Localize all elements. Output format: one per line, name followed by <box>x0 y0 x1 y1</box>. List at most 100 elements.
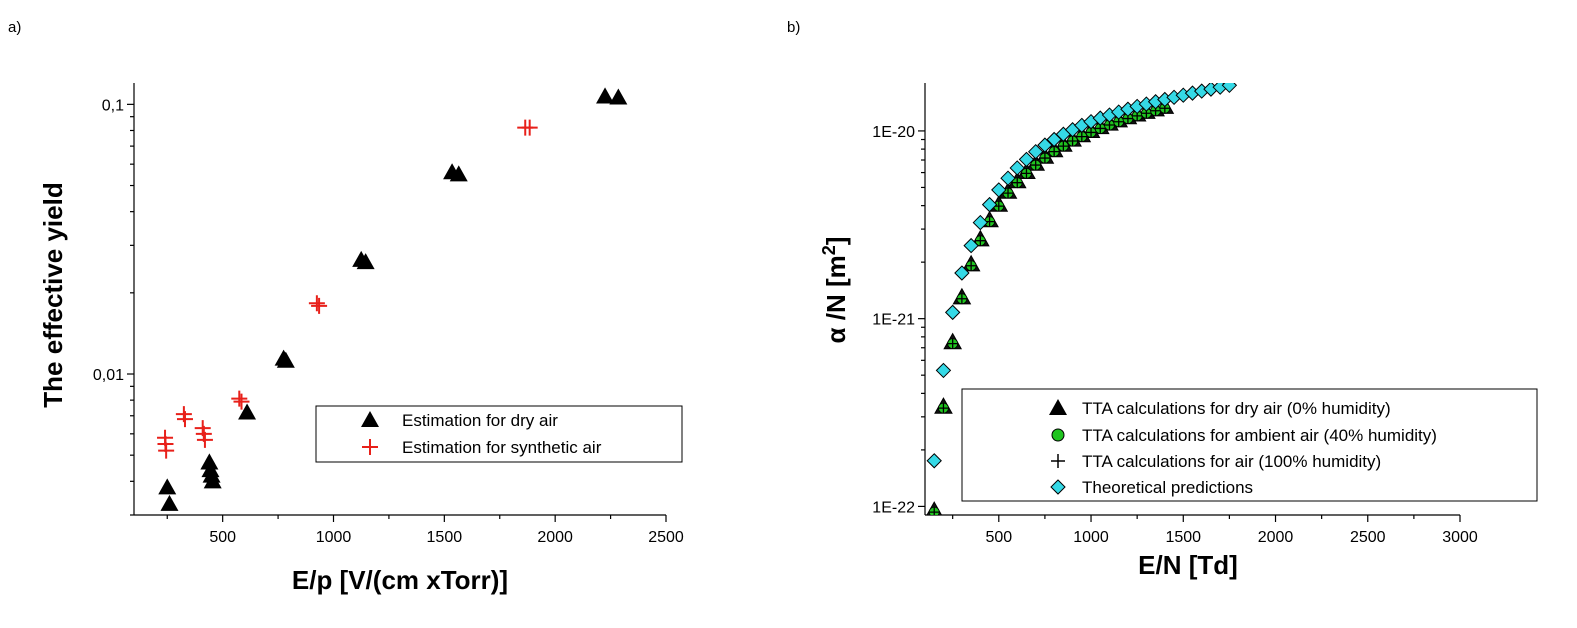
chart-a-legend-box <box>315 405 683 463</box>
chart-b-x-tick-label: 1000 <box>1073 529 1109 546</box>
chart-a-y-tick-label: 0,1 <box>102 97 124 114</box>
chart-a-x-tick-label: 1000 <box>316 529 352 546</box>
chart-b-x-axis-title: E/N [Td] <box>1138 550 1238 580</box>
legend-marker-diamond <box>1050 479 1066 495</box>
chart-b-point <box>1049 146 1060 157</box>
legend-marker-plus <box>362 439 378 455</box>
chart-a-point <box>276 351 295 368</box>
legend-symbol-theoretical <box>1050 479 1066 495</box>
chart-b-point <box>981 196 998 213</box>
legend-symbol-ambient-air-tta <box>1051 428 1065 442</box>
chart-a-point <box>449 165 468 182</box>
chart-b-point <box>1009 160 1025 176</box>
chart-b-point <box>963 237 979 254</box>
chart-a: a) 500 1000 1500 2000 2500 0,01 0,1 E/p [V/(cm… <box>8 19 684 595</box>
chart-b-point <box>926 453 942 469</box>
chart-b-y-tick-label: 1E-22 <box>872 499 915 516</box>
chart-b-point <box>954 265 970 281</box>
chart-b-y-axis-title-end: ] <box>821 237 851 246</box>
chart-b-series-3 <box>926 83 1238 469</box>
chart-a-x-axis-title: E/p [V/(cm xTorr)] <box>292 565 508 595</box>
chart-a-legend: Estimation for dry air Estimation for sy… <box>315 405 683 463</box>
chart-b-point <box>972 214 989 231</box>
chart-b-point <box>1039 153 1050 164</box>
legend-symbol-synthetic-air <box>362 439 378 455</box>
chart-a-y-axis-title: The effective yield <box>38 182 68 407</box>
chart-a-series-1 <box>157 119 538 459</box>
chart-a-point <box>609 88 628 105</box>
chart-a-x-tick-label: 500 <box>209 529 236 546</box>
chart-b-point <box>966 260 977 271</box>
chart-a-point <box>196 431 213 448</box>
legend-label-theoretical: Theoretical predictions <box>1082 478 1253 497</box>
legend-label-humid-air-tta: TTA calculations for air (100% humidity) <box>1082 452 1381 471</box>
chart-b-point <box>1030 160 1041 171</box>
chart-b-y-tick-label: 1E-21 <box>872 312 915 329</box>
chart-b-point <box>975 235 986 246</box>
legend-label-ambient-air-tta: TTA calculations for ambient air (40% hu… <box>1082 426 1437 445</box>
legend-symbol-dry-air <box>361 411 379 428</box>
chart-b-point <box>929 507 940 515</box>
chart-b-point <box>1027 144 1044 160</box>
chart-a-point <box>203 472 222 489</box>
chart-a-point <box>238 403 257 420</box>
chart-a-point <box>158 478 177 495</box>
chart-a-point <box>596 87 615 104</box>
legend-label-dry-air-tta: TTA calculations for dry air (0% humidit… <box>1082 399 1391 418</box>
chart-a-point <box>311 297 328 314</box>
chart-b-x-tick-label: 500 <box>985 529 1012 546</box>
legend-marker-triangle <box>1049 399 1067 416</box>
chart-b-point <box>1076 131 1087 142</box>
chart-b-point <box>956 293 967 304</box>
chart-b-point <box>1067 136 1078 147</box>
chart-a-x-tick-label: 1500 <box>427 529 463 546</box>
chart-b-y-axis-title: α /N [m2] <box>819 237 851 344</box>
chart-a-point <box>233 393 250 410</box>
chart-b-point <box>947 338 958 349</box>
panel-label-b: b) <box>787 19 800 36</box>
chart-b-x-tick-label: 2500 <box>1350 529 1386 546</box>
chart-b-point <box>944 304 961 321</box>
chart-b-y-axis-title-main: α /N [m <box>821 255 851 343</box>
chart-b-x-tick-label: 3000 <box>1442 529 1478 546</box>
chart-b: b) 500 1000 1500 2000 2500 3000 1E-22 1E-21 1E-2… <box>787 19 1538 580</box>
chart-b-point <box>1000 170 1016 186</box>
legend-marker-triangle <box>361 411 379 428</box>
chart-a-x-tick-label: 2500 <box>648 529 684 546</box>
chart-b-point <box>1037 137 1053 153</box>
chart-b-x-tick-label: 1500 <box>1165 529 1201 546</box>
chart-a-series-0 <box>158 87 628 511</box>
chart-a-point <box>308 295 325 312</box>
chart-b-legend: TTA calculations for dry air (0% humidit… <box>961 388 1538 502</box>
chart-b-point <box>991 182 1007 198</box>
chart-a-point <box>176 411 193 428</box>
legend-label-dry-air: Estimation for dry air <box>402 411 558 430</box>
chart-b-point <box>1003 188 1014 199</box>
chart-b-y-tick-label: 1E-20 <box>872 124 915 141</box>
chart-b-point <box>935 362 952 379</box>
panel-label-a: a) <box>8 19 21 36</box>
legend-marker-circle <box>1051 428 1065 442</box>
chart-b-point <box>1012 177 1023 188</box>
chart-a-point <box>200 453 219 470</box>
chart-a-y-tick-label: 0,01 <box>93 367 124 384</box>
legend-marker-plus <box>1051 454 1065 468</box>
chart-b-y-axis-title-sup: 2 <box>819 245 839 255</box>
chart-a-point <box>160 494 179 511</box>
chart-b-point <box>938 403 949 414</box>
chart-a-point <box>521 119 538 136</box>
chart-b-point <box>1058 141 1069 152</box>
chart-a-point <box>356 253 375 270</box>
chart-b-point <box>1221 83 1238 94</box>
chart-b-point <box>1018 151 1035 168</box>
chart-a-point <box>231 390 248 407</box>
chart-b-x-tick-label: 2000 <box>1258 529 1294 546</box>
legend-label-synthetic-air: Estimation for synthetic air <box>402 438 602 457</box>
chart-a-x-tick-label: 2000 <box>537 529 573 546</box>
chart-b-series-2 <box>929 103 1170 515</box>
chart-a-point <box>158 442 175 459</box>
chart-b-point <box>1021 168 1032 179</box>
legend-symbol-dry-air-tta <box>1049 399 1067 416</box>
legend-symbol-humid-air-tta <box>1051 454 1065 468</box>
